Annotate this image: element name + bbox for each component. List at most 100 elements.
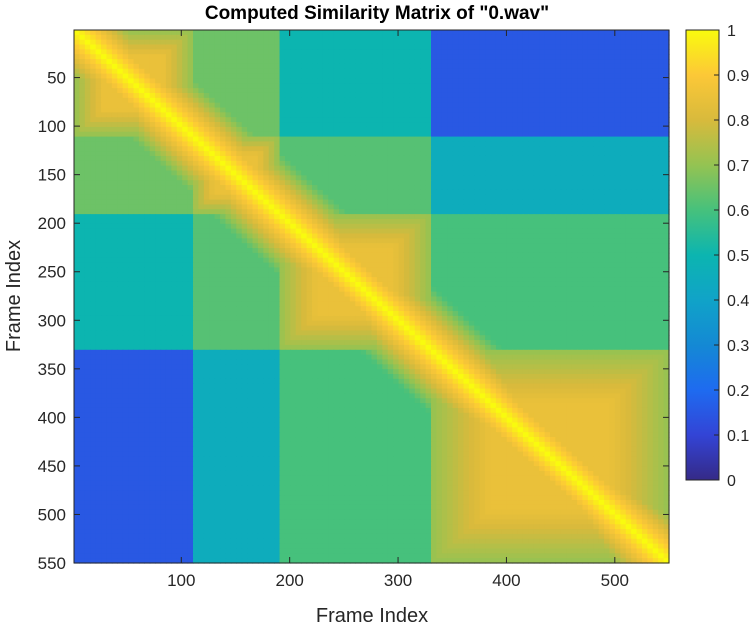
heatmap-cell xyxy=(322,218,329,225)
heatmap-cell xyxy=(155,155,162,162)
heatmap-cell xyxy=(550,228,557,235)
heatmap-cell xyxy=(220,238,227,244)
heatmap-cell xyxy=(495,223,502,230)
heatmap-cell xyxy=(193,155,200,162)
heatmap-cell xyxy=(355,54,362,60)
heatmap-cell xyxy=(106,49,113,55)
heatmap-cell xyxy=(376,136,383,143)
heatmap-cell xyxy=(420,88,427,94)
heatmap-cell xyxy=(322,39,329,46)
heatmap-cell xyxy=(349,141,356,147)
heatmap-cell xyxy=(122,228,129,235)
heatmap-cell xyxy=(566,54,573,60)
heatmap-cell xyxy=(236,97,243,104)
heatmap-cell xyxy=(290,214,297,220)
heatmap-cell xyxy=(403,59,410,65)
heatmap-cell xyxy=(614,39,621,46)
heatmap-cell xyxy=(398,160,405,167)
heatmap-cell xyxy=(333,44,340,50)
heatmap-cell xyxy=(355,126,362,133)
heatmap-cell xyxy=(301,83,308,89)
heatmap-cell xyxy=(658,44,665,50)
heatmap-cell xyxy=(241,78,248,84)
heatmap-cell xyxy=(263,126,270,133)
heatmap-cell xyxy=(490,180,497,186)
heatmap-cell xyxy=(539,126,546,133)
heatmap-cell xyxy=(447,30,454,36)
heatmap-cell xyxy=(398,204,405,210)
heatmap-cell xyxy=(593,39,600,46)
heatmap-cell xyxy=(257,39,264,46)
heatmap-cell xyxy=(95,126,102,133)
heatmap-cell xyxy=(328,122,335,128)
heatmap-cell xyxy=(641,122,648,128)
heatmap-cell xyxy=(474,233,481,239)
heatmap-cell xyxy=(371,233,378,239)
heatmap-cell xyxy=(128,175,135,181)
heatmap-cell xyxy=(257,233,264,239)
heatmap-cell xyxy=(366,160,373,167)
heatmap-cell xyxy=(252,78,259,84)
heatmap-cell xyxy=(322,209,329,215)
heatmap-cell xyxy=(566,63,573,70)
heatmap-cell xyxy=(198,126,205,133)
heatmap-cell xyxy=(306,83,313,89)
heatmap-cell xyxy=(647,218,654,225)
heatmap-cell xyxy=(360,223,367,230)
heatmap-cell xyxy=(247,102,254,109)
heatmap-cell xyxy=(165,238,172,244)
heatmap-cell xyxy=(203,97,210,104)
heatmap-cell xyxy=(604,189,611,196)
heatmap-cell xyxy=(582,34,589,41)
heatmap-cell xyxy=(387,131,394,138)
heatmap-cell xyxy=(317,160,324,167)
heatmap-cell xyxy=(620,83,627,89)
heatmap-cell xyxy=(349,204,356,210)
heatmap-cell xyxy=(333,214,340,220)
heatmap-cell xyxy=(458,180,465,186)
heatmap-cell xyxy=(252,39,259,46)
heatmap-cell xyxy=(333,199,340,206)
heatmap-cell xyxy=(247,44,254,50)
heatmap-cell xyxy=(236,238,243,244)
heatmap-cell xyxy=(522,165,529,172)
heatmap-cell xyxy=(620,146,627,152)
heatmap-cell xyxy=(458,49,465,55)
heatmap-cell xyxy=(247,185,254,191)
heatmap-cell xyxy=(274,126,281,133)
heatmap-cell xyxy=(160,199,167,206)
heatmap-cell xyxy=(479,112,486,118)
heatmap-cell xyxy=(301,97,308,104)
heatmap-cell xyxy=(441,141,448,147)
heatmap-cell xyxy=(555,141,562,147)
heatmap-cell xyxy=(539,170,546,176)
heatmap-cell xyxy=(295,49,302,55)
heatmap-cell xyxy=(512,204,519,210)
heatmap-cell xyxy=(625,63,632,70)
heatmap-cell xyxy=(458,199,465,206)
heatmap-cell xyxy=(571,233,578,239)
heatmap-cell xyxy=(577,63,584,70)
heatmap-cell xyxy=(625,214,632,220)
heatmap-cell xyxy=(506,185,513,191)
heatmap-cell xyxy=(490,223,497,230)
heatmap-cell xyxy=(128,63,135,70)
heatmap-cell xyxy=(376,39,383,46)
heatmap-cell xyxy=(117,54,124,60)
heatmap-cell xyxy=(452,204,459,210)
heatmap-cell xyxy=(274,175,281,181)
heatmap-cell xyxy=(214,136,221,143)
heatmap-cell xyxy=(528,59,535,65)
heatmap-cell xyxy=(490,194,497,201)
heatmap-cell xyxy=(355,49,362,55)
heatmap-cell xyxy=(458,155,465,162)
heatmap-cell xyxy=(171,165,178,172)
heatmap-cell xyxy=(393,117,400,123)
heatmap-cell xyxy=(247,228,254,235)
heatmap-cell xyxy=(225,78,232,84)
heatmap-cell xyxy=(366,141,373,147)
heatmap-cell xyxy=(74,204,81,210)
heatmap-cell xyxy=(506,155,513,162)
heatmap-cell xyxy=(414,59,421,65)
